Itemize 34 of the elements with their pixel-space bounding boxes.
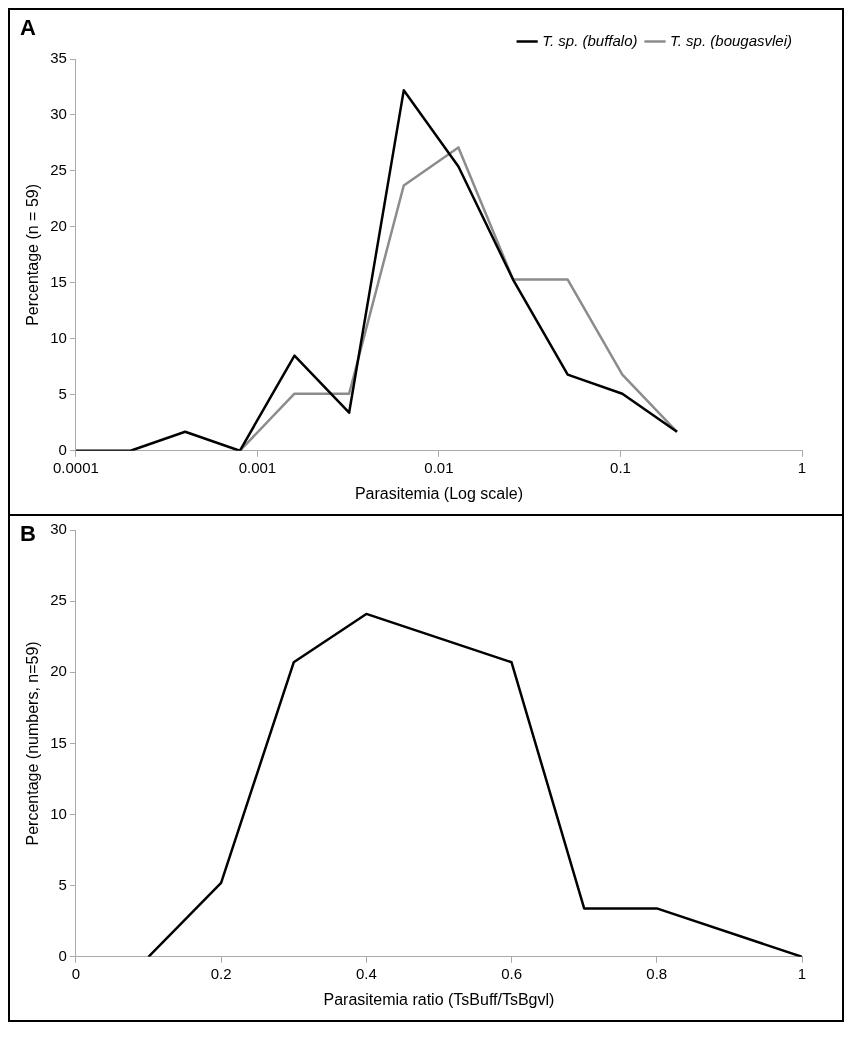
- y-tick-label: 5: [58, 384, 67, 402]
- y-tick-label: 35: [50, 49, 67, 67]
- y-axis-title: Percentage (numbers, n=59): [24, 641, 42, 846]
- y-tick-label: 30: [50, 520, 67, 538]
- x-tick-label: 0.001: [238, 458, 277, 476]
- x-tick-label: 0.2: [210, 964, 232, 982]
- y-tick-label: 20: [50, 662, 67, 680]
- chart-title: A: [20, 15, 36, 41]
- y-tick-label: 0: [58, 946, 67, 964]
- x-tick-label: 0.01: [424, 458, 454, 476]
- legend-label: T. sp. (buffalo): [542, 31, 638, 49]
- x-axis-title: Parasitemia (Log scale): [354, 484, 523, 502]
- y-axis-title: Percentage (n = 59): [24, 183, 42, 326]
- x-tick-label: 0: [71, 964, 81, 982]
- y-tick-label: 5: [58, 875, 67, 893]
- x-tick-label: 0.8: [646, 964, 668, 982]
- x-axis-title: Parasitemia ratio (TsBuff/TsBgvl): [323, 990, 555, 1008]
- x-tick-label: 1: [797, 964, 807, 982]
- x-tick-label: 0.1: [610, 458, 631, 476]
- y-tick-label: 30: [50, 105, 67, 123]
- y-tick-label: 25: [50, 161, 67, 179]
- y-tick-label: 15: [50, 273, 67, 291]
- x-tick-label: 1: [797, 458, 807, 476]
- y-tick-label: 25: [50, 591, 67, 609]
- y-tick-label: 10: [50, 804, 67, 822]
- x-tick-label: 0.0001: [52, 458, 99, 476]
- legend-label: T. sp. (bougasvlei): [669, 31, 793, 49]
- x-tick-label: 0.4: [355, 964, 377, 982]
- y-tick-label: 0: [58, 440, 67, 458]
- y-tick-label: 15: [50, 733, 67, 751]
- y-tick-label: 20: [50, 217, 67, 235]
- y-tick-label: 10: [50, 329, 67, 346]
- x-tick-label: 0.6: [501, 964, 522, 982]
- chart-title: B: [20, 521, 36, 547]
